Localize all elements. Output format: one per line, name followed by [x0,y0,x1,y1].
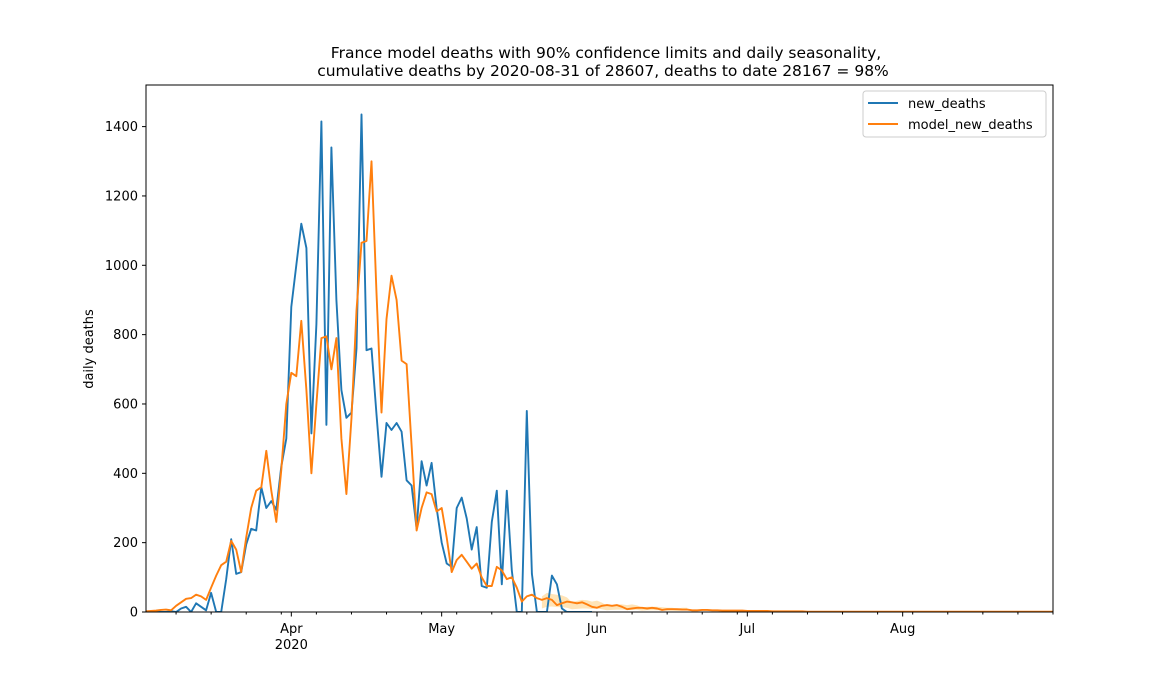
chart-title-line-2: cumulative deaths by 2020-08-31 of 28607… [317,62,889,80]
x-tick-label-aug: Aug [890,622,915,637]
y-tick-label-0: 0 [130,606,138,621]
y-tick-label-200: 200 [113,536,138,551]
y-tick-label-800: 800 [113,328,138,343]
x-tick-label-jun: Jun [586,622,607,637]
confidence-band [541,592,688,611]
confidence-band-layer [541,592,688,611]
y-tick-label-1200: 1200 [105,189,138,204]
legend-box [862,90,1047,138]
y-tick-label-600: 600 [113,397,138,412]
y-tick-label-1400: 1400 [105,120,138,135]
legend-label-model-new-deaths: model_new_deaths [908,118,1033,133]
series-line-new-deaths [146,113,592,612]
y-tick-label-1000: 1000 [105,259,138,274]
x-tick-label-apr: Apr [280,622,303,637]
plot-background [146,85,1053,612]
x-tick-label-may: May [428,622,455,637]
y-axis-label: daily deaths [82,309,97,389]
chart-title-line-1: France model deaths with 90% confidence … [331,44,881,62]
plot-area [145,84,1054,613]
x-tick-sublabel-apr: 2020 [275,638,308,653]
y-tick-label-400: 400 [113,467,138,482]
x-tick-label-jul: Jul [738,622,755,637]
plot-frame [145,84,1054,613]
y-axis: 0 200 400 600 800 1000 1200 1400 [105,120,146,621]
legend-label-new-deaths: new_deaths [908,97,986,112]
legend: new_deaths model_new_deaths [862,90,1047,138]
